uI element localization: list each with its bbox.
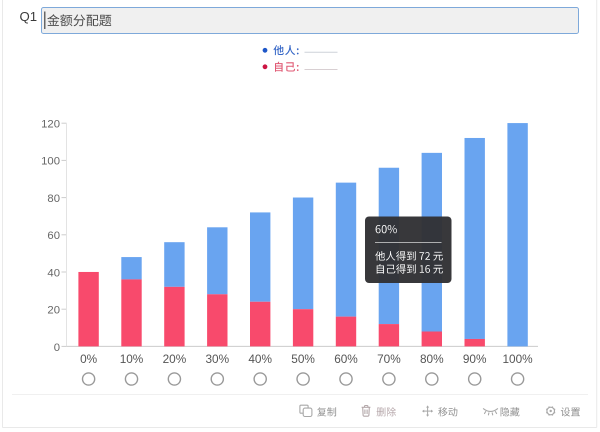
svg-text:20: 20 [47,305,60,317]
svg-text:120: 120 [41,118,60,130]
svg-text:100: 100 [41,156,60,168]
svg-text:90%: 90% [463,352,487,366]
svg-text:50%: 50% [291,352,315,366]
svg-text:0: 0 [54,342,60,354]
svg-text:60: 60 [47,230,60,242]
svg-text:40%: 40% [248,352,272,366]
svg-text:60%: 60% [334,352,358,366]
svg-text:40: 40 [47,267,60,279]
svg-text:10%: 10% [120,352,144,366]
svg-text:70%: 70% [377,352,401,366]
svg-text:80%: 80% [420,352,444,366]
svg-text:30%: 30% [205,352,229,366]
svg-text:100%: 100% [503,352,534,366]
svg-text:Q1: Q1 [20,9,38,24]
svg-text:0%: 0% [80,352,98,366]
svg-text:80: 80 [47,193,60,205]
svg-text:20%: 20% [163,352,187,366]
